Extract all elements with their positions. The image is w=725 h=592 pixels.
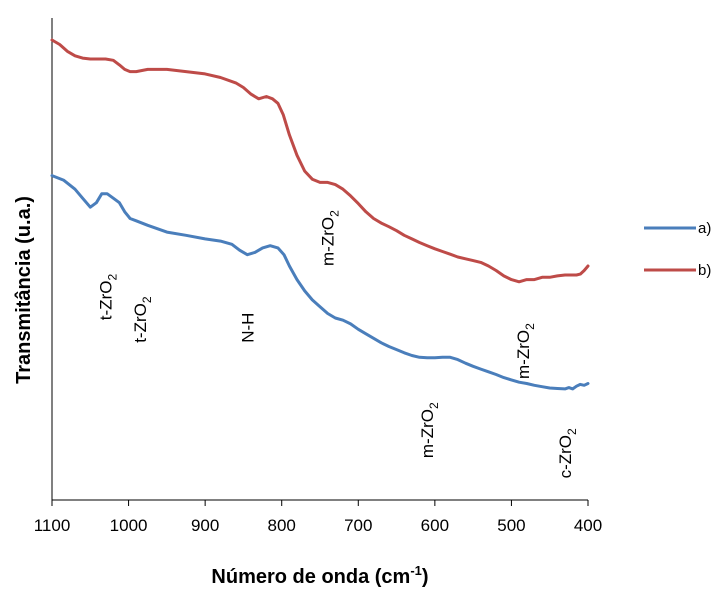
x-tick-label: 400 xyxy=(574,516,602,535)
plot-area: 1100 1000 900 800 700 600 500 400 t-ZrO2 t-ZrO2 N… xyxy=(34,18,602,535)
peak-label: c-ZrO2 xyxy=(556,428,579,478)
x-tick-label: 700 xyxy=(344,516,372,535)
x-tick-label: 600 xyxy=(421,516,449,535)
x-tick-label: 900 xyxy=(191,516,219,535)
series-line-a xyxy=(50,174,590,391)
x-tick-label: 1000 xyxy=(110,516,148,535)
x-tick-label: 800 xyxy=(268,516,296,535)
peak-label: m-ZrO2 xyxy=(514,323,537,379)
legend-label-b: b) xyxy=(698,262,711,279)
peak-label: m-ZrO2 xyxy=(418,402,441,458)
peak-label: t-ZrO2 xyxy=(131,296,154,343)
peak-annotations: t-ZrO2 t-ZrO2 N-H m-ZrO2 m-ZrO2 m-ZrO2 c-ZrO2 xyxy=(97,210,579,478)
x-axis-title: Número de onda (cm-1) xyxy=(211,563,428,588)
series-line-b xyxy=(50,38,590,284)
x-tick-label: 1100 xyxy=(34,516,71,535)
x-axis-ticks: 1100 1000 900 800 700 600 500 400 xyxy=(34,500,602,535)
series-lines xyxy=(50,38,590,391)
legend: a) b) xyxy=(644,220,711,279)
x-tick-label: 500 xyxy=(497,516,525,535)
peak-label: m-ZrO2 xyxy=(319,210,342,266)
y-axis-title: Transmitância (u.a.) xyxy=(13,196,35,384)
legend-label-a: a) xyxy=(698,220,711,237)
peak-label: N-H xyxy=(238,313,257,343)
peak-label: t-ZrO2 xyxy=(97,274,120,321)
